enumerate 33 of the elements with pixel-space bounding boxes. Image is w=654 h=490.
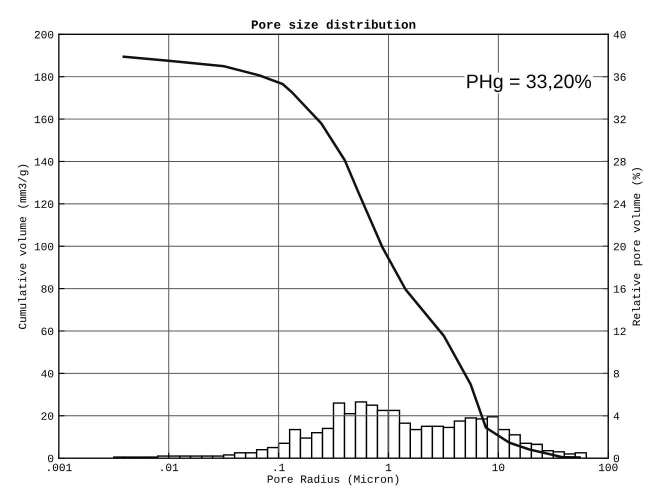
y2-tick-label: 16 — [614, 285, 626, 293]
y-tick-label: 140 — [34, 158, 54, 166]
y2-tick-label: 8 — [614, 370, 620, 378]
y2-tick-label: 24 — [614, 200, 626, 208]
x-axis-title: Pore Radius (Micron) — [268, 474, 398, 486]
y2-tick-label: 12 — [614, 328, 626, 336]
y-tick-label: 120 — [34, 200, 54, 208]
y-tick-label: 80 — [41, 285, 54, 293]
y2-axis-title: Relative pore volume (%) — [632, 168, 642, 326]
y-tick-label: 40 — [41, 370, 54, 378]
x-tick-label: .001 — [48, 464, 72, 472]
y2-tick-label: 20 — [614, 242, 626, 250]
x-tick-label: 100 — [599, 464, 618, 472]
y2-tick-label: 32 — [614, 116, 626, 124]
y2-tick-label: 40 — [614, 30, 626, 38]
y-tick-label: 200 — [34, 30, 54, 38]
x-tick-label: 10 — [492, 464, 504, 472]
x-tick-label: .01 — [161, 464, 178, 472]
y-tick-label: 180 — [34, 73, 54, 81]
y2-tick-label: 28 — [614, 158, 626, 166]
y2-tick-label: 4 — [614, 412, 620, 420]
y-tick-label: 100 — [34, 242, 54, 250]
chart-title: Pore size distribution — [252, 20, 416, 29]
annotation: PHg = 33,20% — [467, 74, 592, 92]
y-axis-title: Cumulative volume (mm3/g) — [18, 164, 28, 329]
x-tick-label: 1 — [386, 464, 392, 472]
y2-tick-label: 0 — [614, 454, 620, 462]
x-tick-label: .1 — [274, 464, 285, 472]
y-tick-label: 160 — [34, 116, 54, 124]
y-tick-label: 60 — [41, 328, 54, 336]
y2-tick-label: 36 — [614, 73, 626, 81]
y-tick-label: 20 — [41, 412, 54, 420]
y-tick-label: 0 — [48, 454, 54, 462]
